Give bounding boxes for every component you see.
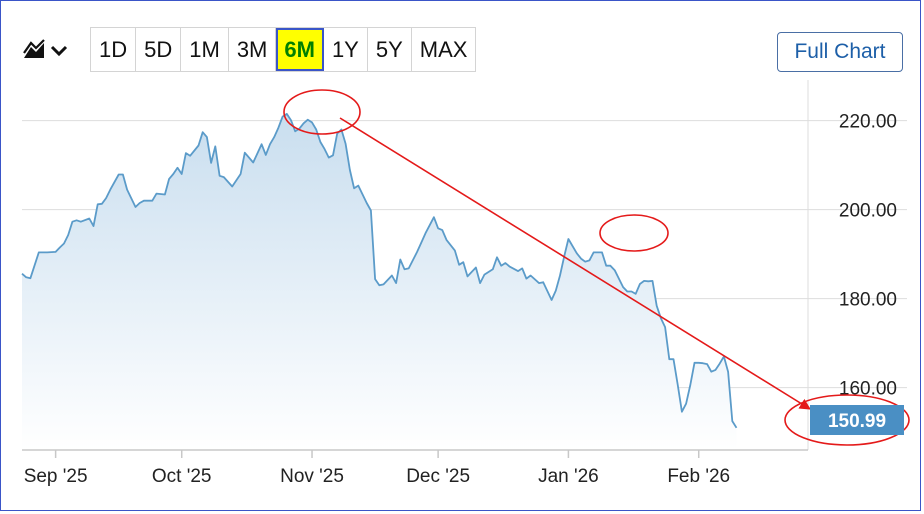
chevron-down-icon bbox=[50, 45, 68, 56]
annotation-arrow bbox=[339, 117, 811, 410]
area-fill bbox=[22, 113, 737, 451]
range-button-6m[interactable]: 6M bbox=[276, 28, 324, 71]
range-button-3m[interactable]: 3M bbox=[229, 28, 277, 71]
series-line bbox=[21, 113, 738, 429]
x-tick-label: Sep '25 bbox=[24, 466, 88, 487]
x-tick-label: Nov '25 bbox=[280, 466, 344, 487]
x-tick-label: Oct '25 bbox=[152, 466, 212, 487]
range-button-5d[interactable]: 5D bbox=[136, 28, 182, 71]
area-chart-icon bbox=[23, 38, 68, 58]
x-tick-label: Jan '26 bbox=[538, 466, 599, 487]
annotations bbox=[283, 89, 910, 446]
range-selector: 1D 5D 1M 3M 6M 1Y 5Y MAX bbox=[90, 27, 477, 72]
annotation-circle-last bbox=[784, 394, 910, 446]
range-button-1m[interactable]: 1M bbox=[181, 28, 229, 71]
y-tick-label: 220.00 bbox=[839, 112, 897, 133]
annotation-circle-rebound bbox=[599, 214, 669, 252]
x-tick-label: Dec '25 bbox=[406, 466, 470, 487]
x-axis: Sep '25 Oct '25 Nov '25 Dec '25 Jan '26 Feb '… bbox=[22, 449, 808, 487]
last-price-marker: 150.99 bbox=[810, 405, 904, 435]
price-line bbox=[21, 113, 738, 429]
annotation-circle-peak bbox=[283, 89, 361, 135]
chart-type-dropdown[interactable] bbox=[22, 27, 82, 72]
series-area bbox=[22, 113, 737, 451]
range-button-1y[interactable]: 1Y bbox=[324, 28, 368, 71]
range-button-5y[interactable]: 5Y bbox=[368, 28, 412, 71]
range-button-max[interactable]: MAX bbox=[419, 36, 468, 62]
y-tick-label: 200.00 bbox=[839, 201, 897, 222]
last-price-badge bbox=[810, 405, 904, 435]
full-chart-button[interactable]: Full Chart bbox=[777, 32, 903, 72]
x-tick-label: Feb '26 bbox=[667, 466, 730, 487]
y-tick-label: 180.00 bbox=[839, 290, 897, 311]
range-button-1d[interactable]: 1D bbox=[91, 28, 137, 71]
last-price-label: 150.99 bbox=[828, 411, 886, 432]
chart-toolbar: 1D 5D 1M 3M 6M 1Y 5Y MAX bbox=[22, 27, 477, 72]
